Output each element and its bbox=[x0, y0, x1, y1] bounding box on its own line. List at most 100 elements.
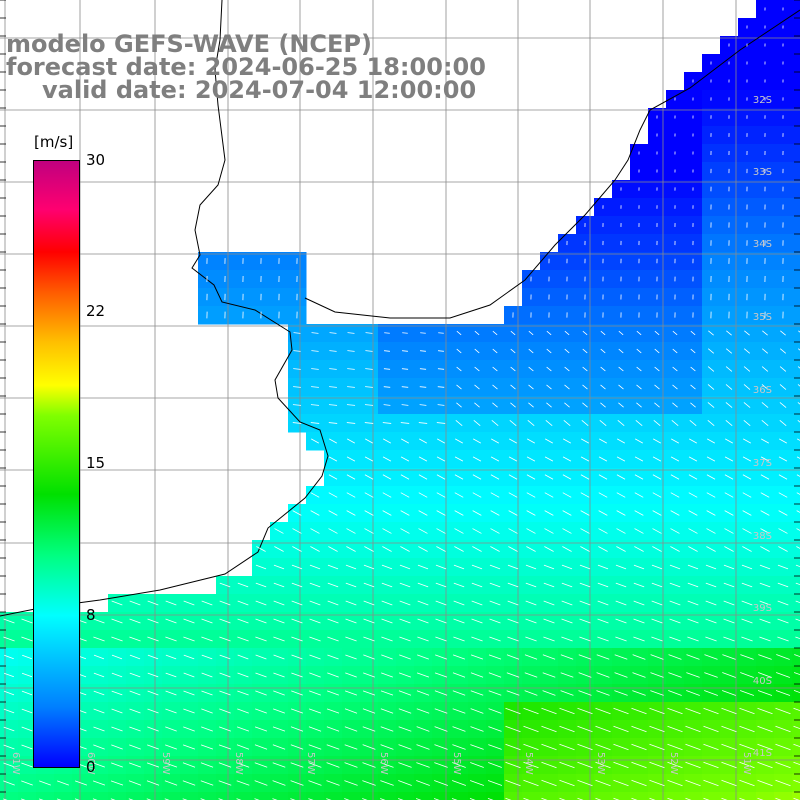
wind-arrow bbox=[636, 348, 642, 354]
wind-arrow bbox=[273, 600, 285, 606]
wind-arrow bbox=[454, 456, 464, 462]
wind-arrow bbox=[508, 528, 518, 534]
wind-arrow bbox=[380, 780, 394, 786]
wind-arrow bbox=[759, 636, 771, 642]
wind-arrow bbox=[634, 456, 644, 462]
wind-arrow bbox=[474, 348, 480, 354]
wind-arrow bbox=[759, 582, 771, 588]
wind-arrow bbox=[760, 474, 770, 480]
wind-arrow bbox=[489, 636, 501, 642]
wind-arrow bbox=[344, 780, 358, 786]
wind-arrow bbox=[775, 779, 791, 787]
wind-arrow bbox=[329, 350, 337, 352]
wind-arrow bbox=[347, 350, 355, 352]
wind-arrow bbox=[793, 743, 800, 748]
wind-arrow bbox=[326, 708, 340, 714]
wind-arrow bbox=[292, 546, 302, 552]
wind-arrow bbox=[381, 672, 393, 678]
wind-arrow bbox=[761, 366, 769, 372]
longitude-label: 57W bbox=[305, 752, 316, 775]
wind-arrow bbox=[778, 528, 788, 534]
wind-arrow bbox=[706, 474, 716, 480]
wind-arrow bbox=[759, 600, 771, 606]
wind-arrow bbox=[705, 600, 717, 606]
wind-arrow bbox=[308, 780, 322, 786]
wind-arrow bbox=[524, 672, 538, 678]
wind-arrow bbox=[329, 386, 337, 388]
wind-arrow bbox=[93, 654, 105, 660]
wind-arrow bbox=[685, 707, 701, 715]
wind-arrow bbox=[595, 779, 611, 787]
wind-arrow bbox=[128, 780, 142, 786]
wind-arrow bbox=[293, 332, 301, 334]
wind-cell bbox=[414, 792, 433, 800]
wind-arrow bbox=[506, 672, 520, 678]
wind-arrow bbox=[111, 726, 123, 732]
wind-arrow bbox=[326, 726, 340, 732]
wind-arrow bbox=[668, 690, 682, 696]
wind-arrow bbox=[654, 330, 660, 336]
wind-arrow bbox=[363, 600, 375, 606]
wind-arrow bbox=[3, 672, 15, 678]
wind-arrow bbox=[525, 618, 537, 624]
wind-arrow bbox=[546, 348, 552, 354]
wind-arrow bbox=[237, 708, 249, 714]
wind-arrow bbox=[344, 690, 358, 696]
wind-arrow bbox=[508, 546, 518, 552]
wind-arrow bbox=[254, 726, 268, 732]
wind-arrow bbox=[454, 546, 464, 552]
wind-arrow bbox=[739, 690, 755, 696]
wind-arrow bbox=[743, 384, 751, 390]
wind-arrow bbox=[634, 474, 644, 480]
wind-arrow bbox=[651, 582, 663, 588]
wind-arrow bbox=[759, 618, 771, 624]
wind-arrow bbox=[739, 797, 746, 800]
wind-arrow bbox=[615, 564, 627, 570]
wind-arrow bbox=[400, 438, 410, 444]
wind-arrow bbox=[365, 350, 373, 352]
wind-arrow bbox=[524, 654, 538, 660]
wind-arrow bbox=[559, 761, 575, 769]
wind-arrow bbox=[200, 780, 214, 786]
wind-arrow bbox=[309, 654, 321, 660]
wind-arrow bbox=[582, 348, 588, 354]
wind-arrow bbox=[546, 402, 552, 408]
wind-arrow bbox=[219, 726, 231, 732]
wind-arrow bbox=[779, 402, 787, 408]
wind-arrow bbox=[670, 438, 680, 444]
wind-arrow bbox=[310, 492, 320, 498]
wind-arrow bbox=[326, 780, 340, 786]
wind-arrow bbox=[795, 636, 800, 640]
wind-cell bbox=[288, 792, 307, 800]
wind-arrow bbox=[473, 419, 481, 427]
wind-arrow bbox=[453, 564, 465, 570]
wind-arrow bbox=[39, 780, 51, 786]
wind-cell bbox=[198, 792, 217, 800]
wind-arrow bbox=[723, 636, 735, 642]
wind-arrow bbox=[706, 528, 716, 534]
wind-arrow bbox=[435, 582, 447, 588]
wind-arrow bbox=[507, 636, 519, 642]
wind-arrow bbox=[255, 690, 267, 696]
wind-arrow bbox=[525, 636, 537, 642]
wind-arrow bbox=[454, 492, 464, 498]
wind-arrow bbox=[416, 780, 430, 786]
wind-arrow bbox=[362, 708, 376, 714]
wind-arrow bbox=[722, 654, 736, 660]
wind-arrow bbox=[652, 456, 662, 462]
wind-arrow bbox=[688, 492, 698, 498]
wind-arrow bbox=[328, 546, 338, 552]
wind-arrow bbox=[634, 492, 644, 498]
wind-arrow bbox=[722, 672, 736, 678]
wind-arrow bbox=[523, 761, 539, 769]
wind-arrow bbox=[364, 546, 374, 552]
wind-arrow bbox=[364, 456, 374, 462]
wind-arrow bbox=[399, 564, 411, 570]
wind-arrow bbox=[436, 492, 446, 498]
wind-arrow bbox=[649, 761, 665, 769]
wind-arrow bbox=[398, 690, 412, 696]
wind-arrow bbox=[273, 582, 285, 588]
wind-arrow bbox=[111, 690, 123, 696]
wind-arrow bbox=[111, 654, 123, 660]
